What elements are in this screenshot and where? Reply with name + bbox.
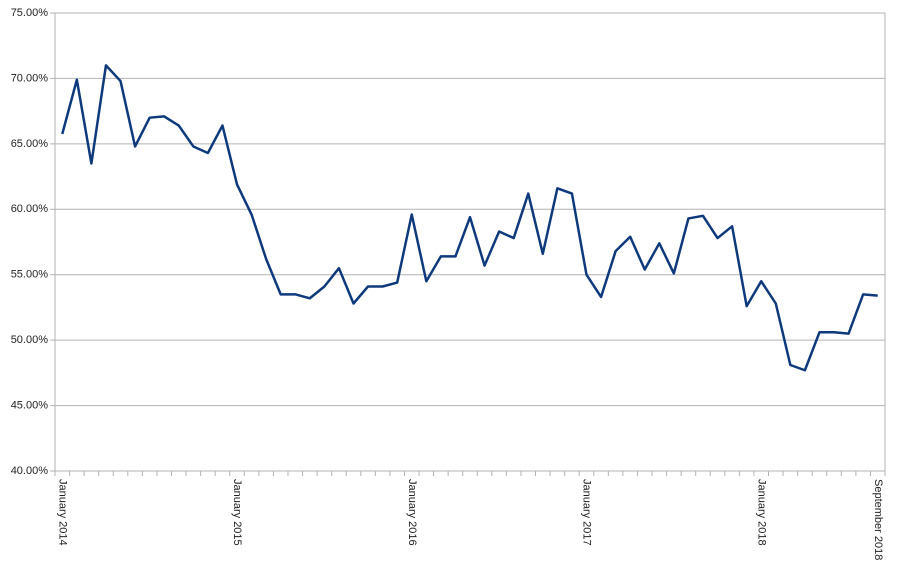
- y-tick-label: 65.00%: [11, 138, 49, 150]
- x-tick-label: September 2018: [872, 479, 884, 560]
- y-tick-label: 40.00%: [11, 465, 49, 477]
- x-tick-label: January 2017: [581, 479, 593, 546]
- x-tick-label: January 2018: [755, 479, 767, 546]
- y-tick-label: 70.00%: [11, 72, 49, 84]
- y-tick-label: 45.00%: [11, 399, 49, 411]
- y-tick-label: 50.00%: [11, 334, 49, 346]
- y-tick-label: 60.00%: [11, 203, 49, 215]
- data-line: [61, 64, 878, 372]
- x-tick-label: January 2016: [406, 479, 418, 546]
- x-tick-label: January 2015: [231, 479, 243, 546]
- x-tick-label: January 2014: [56, 479, 68, 546]
- y-tick-label: 55.00%: [11, 269, 49, 281]
- y-tick-label: 75.00%: [11, 7, 49, 19]
